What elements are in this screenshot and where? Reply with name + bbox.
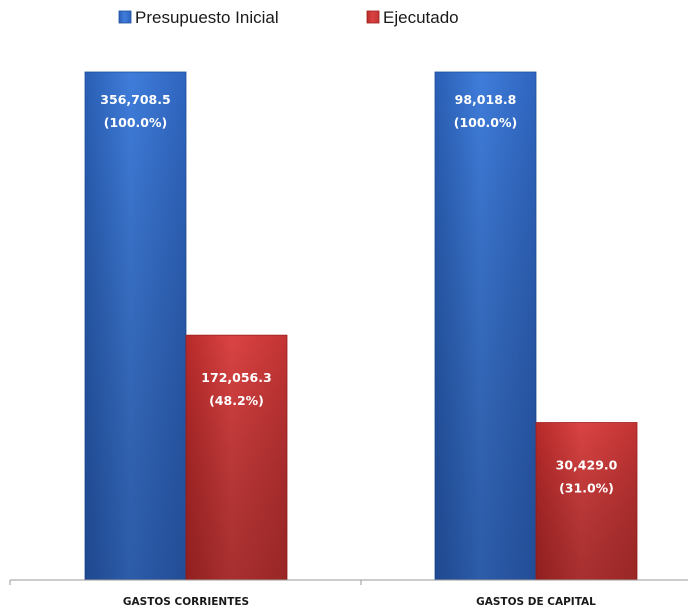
bar-shading-presupuesto-gastos-corrientes <box>85 72 186 580</box>
value-label-presupuesto-gastos-de-capital: 98,018.8 <box>455 92 517 107</box>
value-label-ejecutado-gastos-de-capital: 30,429.0 <box>556 458 618 473</box>
legend-item-presupuesto: Presupuesto Inicial <box>118 8 279 27</box>
bar-labels-group: 356,708.5 (100.0%) 172,056.3 (48.2%) 98,018.… <box>100 92 617 496</box>
category-label-gastos-de-capital: GASTOS DE CAPITAL <box>476 596 596 608</box>
pct-label-ejecutado-gastos-de-capital: (31.0%) <box>559 481 614 496</box>
pct-label-presupuesto-gastos-corrientes: (100.0%) <box>104 115 168 130</box>
legend: Presupuesto Inicial Ejecutado <box>118 8 459 27</box>
pct-label-presupuesto-gastos-de-capital: (100.0%) <box>454 115 518 130</box>
value-label-ejecutado-gastos-corrientes: 172,056.3 <box>201 370 271 385</box>
category-label-gastos-corrientes: GASTOS CORRIENTES <box>123 596 249 608</box>
bars-group <box>84 71 638 581</box>
bar-shading-ejecutado-gastos-corrientes <box>186 335 287 580</box>
pct-label-ejecutado-gastos-corrientes: (48.2%) <box>209 393 264 408</box>
legend-item-ejecutado: Ejecutado <box>366 8 459 27</box>
legend-label-ejecutado: Ejecutado <box>383 8 459 27</box>
value-label-presupuesto-gastos-corrientes: 356,708.5 <box>100 92 170 107</box>
legend-label-presupuesto: Presupuesto Inicial <box>135 8 279 27</box>
bar-shading-ejecutado-gastos-de-capital <box>536 422 637 580</box>
bar-shading-presupuesto-gastos-de-capital <box>435 72 536 580</box>
legend-swatch-presupuesto <box>118 10 132 24</box>
legend-swatch-ejecutado <box>366 10 380 24</box>
